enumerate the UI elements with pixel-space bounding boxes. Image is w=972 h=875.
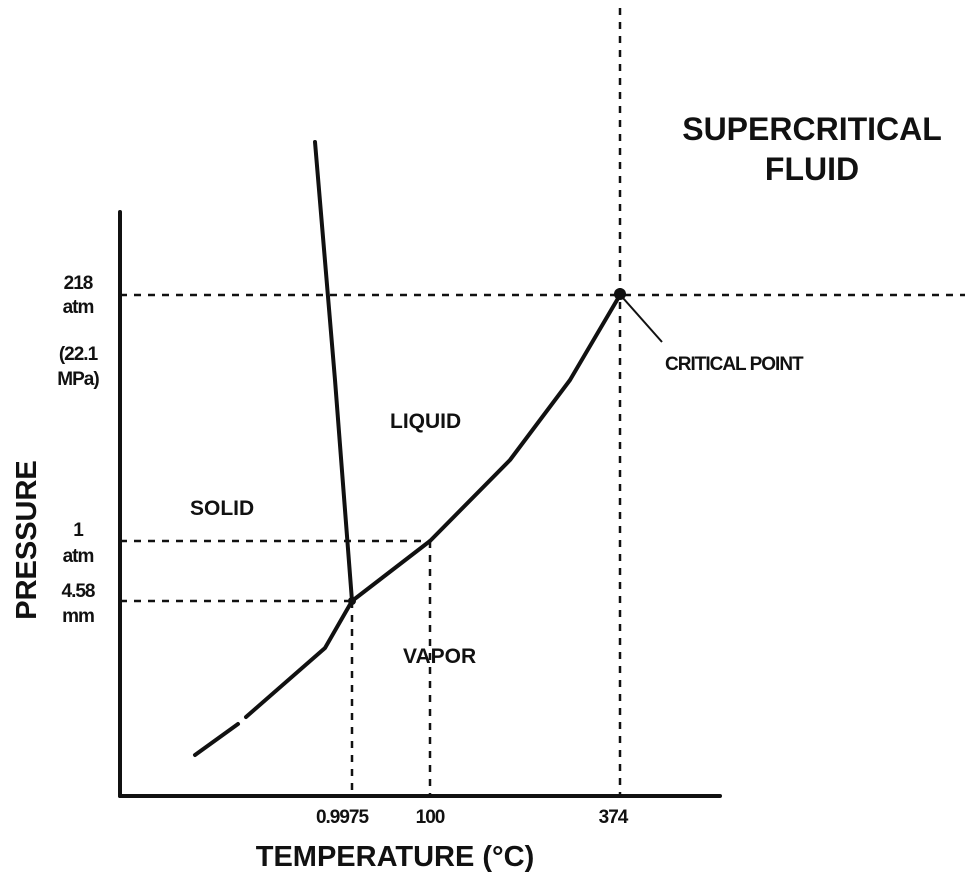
critical-point-dot — [614, 288, 626, 300]
triple-point-dot — [348, 597, 356, 605]
y-tick-label: 218 — [64, 273, 93, 294]
region-label: LIQUID — [390, 410, 461, 433]
y-tick-label: mm — [62, 606, 94, 627]
x-tick-label: 100 — [416, 807, 445, 828]
x-tick-label: 0.9975 — [316, 807, 370, 828]
region-label: VAPOR — [403, 645, 476, 668]
y-tick-label: atm — [63, 546, 94, 567]
y-tick-label: (22.1 — [59, 344, 99, 365]
critical-leader — [622, 297, 663, 343]
x-axis-label: TEMPERATURE (°C) — [256, 841, 535, 873]
x-tick-label: 374 — [599, 807, 629, 828]
vaporization-curve — [244, 293, 622, 719]
title-line: SUPERCRITICAL — [682, 111, 942, 147]
y-axis-label: PRESSURE — [11, 460, 43, 620]
y-tick-label: 1 — [73, 520, 84, 541]
region-label: SOLID — [190, 497, 254, 520]
melting-curve — [313, 140, 354, 603]
sublimation-curve — [193, 722, 240, 757]
y-tick-label: atm — [63, 297, 94, 318]
critical-point-label: CRITICAL POINT — [665, 354, 804, 375]
y-tick-label: 4.58 — [62, 581, 95, 602]
y-tick-label: MPa) — [57, 369, 99, 390]
title-line: FLUID — [765, 151, 859, 187]
